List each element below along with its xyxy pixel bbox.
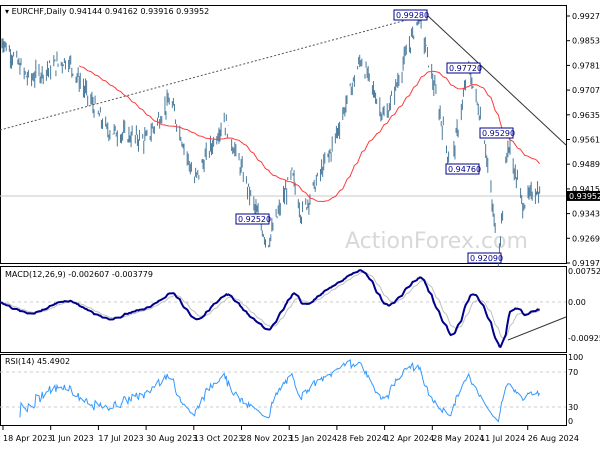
- descending-trendline: [427, 15, 567, 146]
- rsi-panel: [0, 354, 567, 426]
- current-price-label: 0.93952: [569, 192, 600, 201]
- x-tick-label: 28 May 2024: [432, 434, 484, 443]
- price-annotation-box: [393, 9, 428, 21]
- price-annotation-box: [235, 213, 270, 225]
- price-annotation: 0.92090: [470, 254, 503, 263]
- macd-tick-label: 0.007526: [568, 267, 600, 276]
- x-tick-label: 1 Jun 2023: [51, 434, 94, 443]
- macd-tick-label: -0.009252: [568, 334, 600, 343]
- price-annotation: 0.99280: [396, 11, 429, 20]
- x-tick-label: 30 Aug 2023: [146, 434, 197, 443]
- macd-tick-label: 0.00: [568, 298, 586, 307]
- current-price-box: [567, 190, 600, 201]
- price-annotation: 0.94760: [448, 165, 481, 174]
- x-tick-label: 13 Oct 2023: [194, 434, 243, 443]
- x-tick-label: 12 Apr 2024: [385, 434, 434, 443]
- rsi-tick-label: 0: [568, 417, 573, 426]
- rsi-label: RSI(14) 45.4902: [5, 357, 70, 366]
- price-annotation: 0.97720: [449, 64, 482, 73]
- price-annotation-box: [445, 163, 480, 175]
- macd-signal-line: [0, 271, 540, 339]
- dotted-trendline: [0, 14, 426, 131]
- x-tick-label: 11 Jul 2024: [480, 434, 525, 443]
- price-annotation: 0.95290: [482, 129, 515, 138]
- macd-label: MACD(12,26,9) -0.002607 -0.003779: [5, 270, 153, 279]
- rsi-tick-label: 100: [568, 353, 583, 362]
- x-tick-label: 18 Apr 2023: [3, 434, 52, 443]
- x-tick-label: 15 Jan 2024: [289, 434, 337, 443]
- rsi-tick-label: 70: [568, 368, 578, 377]
- price-annotation-box: [446, 62, 481, 74]
- macd-panel: [0, 266, 567, 353]
- rsi-tick-label: 30: [568, 403, 578, 412]
- price-annotation-box: [479, 127, 514, 139]
- header-symbol: ▾ EURCHF,Daily 0.94144 0.94162 0.93916 0…: [5, 7, 209, 16]
- rsi-line: [19, 359, 541, 423]
- macd-main-line: [0, 269, 540, 349]
- main-panel: [0, 5, 567, 264]
- macd-trendline: [507, 316, 567, 341]
- x-tick-label: 28 Nov 2023: [242, 434, 293, 443]
- x-tick-label: 28 Feb 2024: [337, 434, 387, 443]
- x-tick-label: 26 Aug 2024: [528, 434, 579, 443]
- price-annotation: 0.92520: [238, 215, 271, 224]
- price-annotation-box: [467, 252, 502, 264]
- x-tick-label: 17 Jul 2023: [98, 434, 143, 443]
- watermark: ActionForex.com: [345, 229, 528, 254]
- moving-average-line: [78, 65, 540, 202]
